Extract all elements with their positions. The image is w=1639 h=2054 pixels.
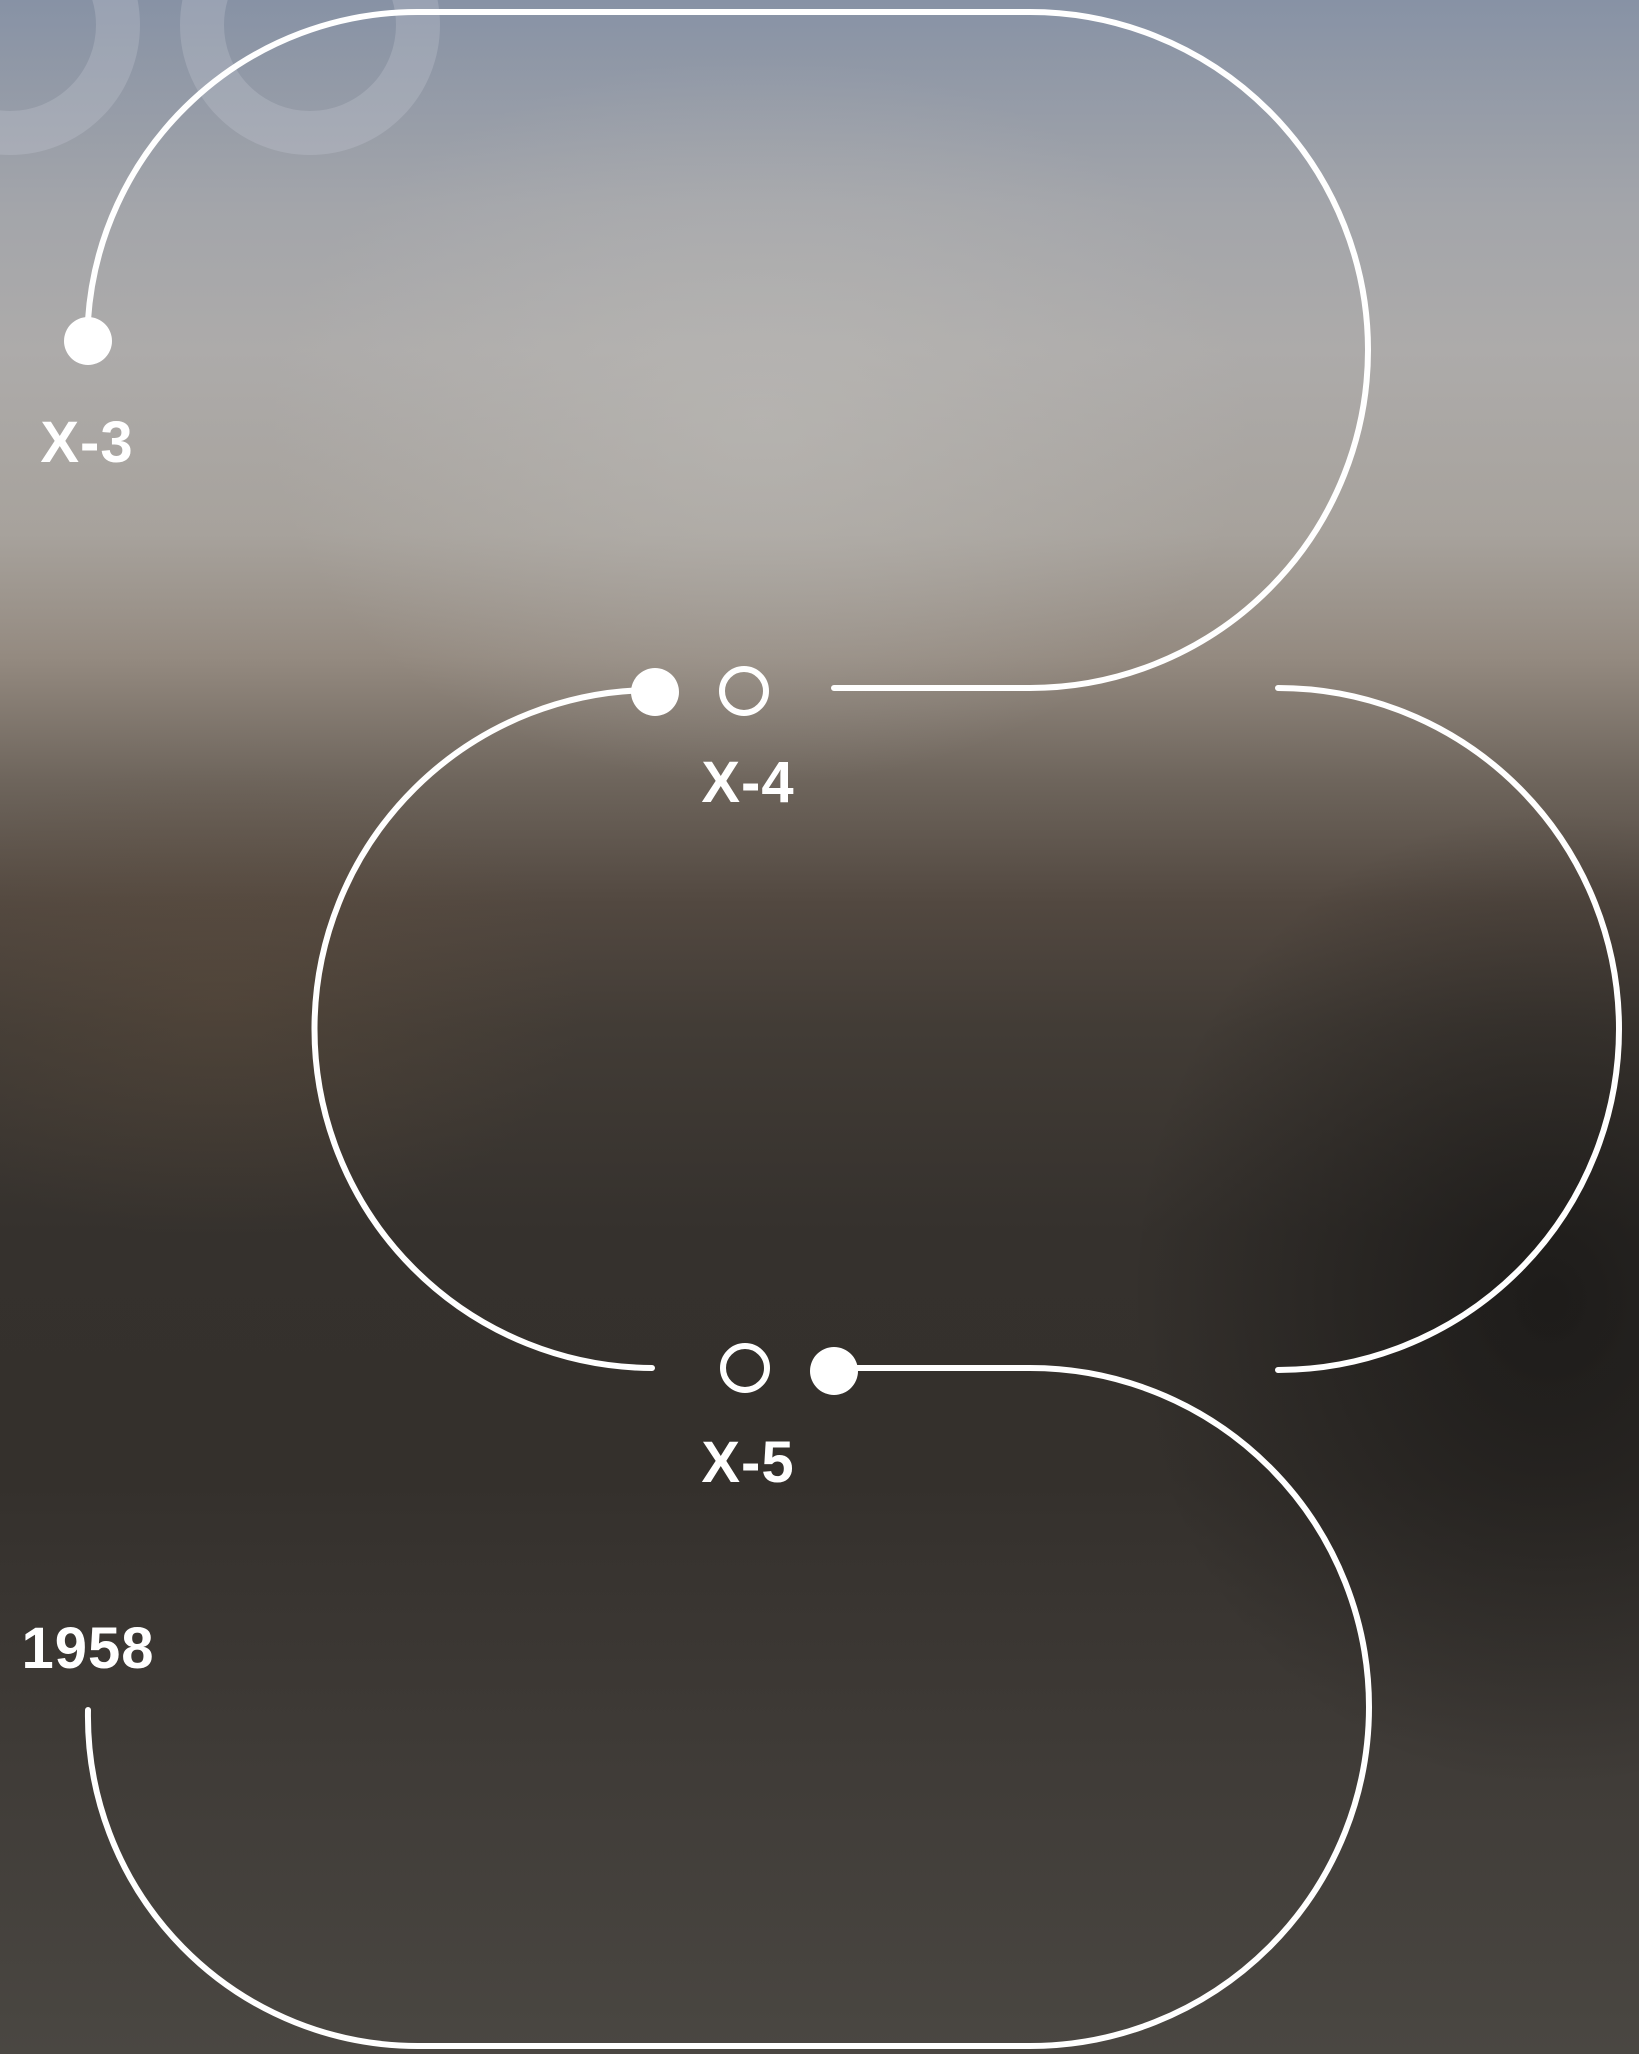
decorative-ring-right xyxy=(180,0,440,155)
node-x5-hollow-dot xyxy=(720,1343,770,1393)
track-segment-bottom-loop xyxy=(84,1365,1372,2049)
track-segment-top-loop xyxy=(85,8,1371,691)
track-segment-middle-left-arc xyxy=(311,686,658,1371)
node-x3-label: X-3 xyxy=(40,410,133,475)
decorative-ring-left xyxy=(0,0,140,155)
node-x5: X-5 xyxy=(701,1343,858,1495)
year-label: 1958 xyxy=(21,1616,154,1681)
node-x5-label: X-5 xyxy=(701,1430,794,1495)
timeline-track xyxy=(84,8,1622,2049)
decorative-rings xyxy=(0,0,440,155)
node-x3: X-3 xyxy=(40,317,133,475)
node-x3-dot xyxy=(64,317,112,365)
node-x4-filled-dot xyxy=(631,668,679,716)
track-segment-middle-right-arc xyxy=(1275,685,1622,1373)
node-x5-filled-dot xyxy=(810,1347,858,1395)
node-x4: X-4 xyxy=(631,666,794,815)
node-x4-label: X-4 xyxy=(701,750,794,815)
node-x4-hollow-dot xyxy=(719,666,769,716)
